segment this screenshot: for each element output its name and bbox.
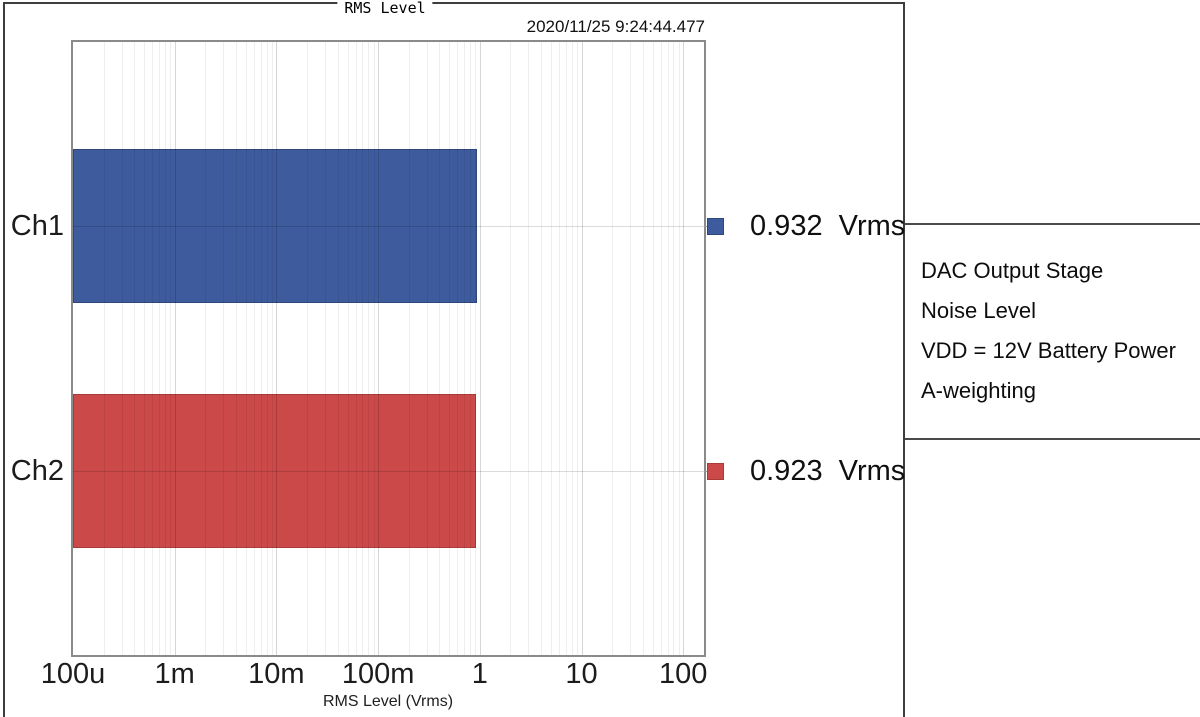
minor-gridline	[510, 42, 512, 655]
minor-gridline	[439, 42, 441, 655]
minor-gridline	[475, 42, 477, 655]
minor-gridline	[652, 42, 654, 655]
minor-gridline	[144, 42, 146, 655]
minor-gridline	[103, 42, 105, 655]
minor-gridline	[373, 42, 375, 655]
major-gridline	[378, 42, 380, 655]
minor-gridline	[528, 42, 530, 655]
annotation-box: DAC Output Stage Noise Level VDD = 12V Bat…	[905, 223, 1200, 440]
x-axis-title: RMS Level (Vrms)	[322, 693, 454, 710]
minor-gridline	[337, 42, 339, 655]
legend-value-ch2: 0.923 Vrms	[750, 455, 906, 487]
timestamp: 2020/11/25 9:24:44.477	[526, 17, 705, 36]
minor-gridline	[576, 42, 578, 655]
minor-gridline	[426, 42, 428, 655]
major-gridline	[479, 42, 481, 655]
graph-title: RMS Level	[337, 0, 433, 16]
category-label-ch2: Ch2	[10, 455, 64, 487]
x-tick-label: 1m	[154, 658, 195, 690]
x-tick-label: 1	[471, 658, 488, 690]
minor-gridline	[260, 42, 262, 655]
legend-marker-ch1	[707, 218, 724, 235]
plot-area	[71, 40, 706, 657]
legend-marker-ch2	[707, 463, 724, 480]
category-label-ch1: Ch1	[10, 210, 64, 242]
minor-gridline	[642, 42, 644, 655]
minor-gridline	[660, 42, 662, 655]
category-gridline	[73, 471, 704, 472]
minor-gridline	[541, 42, 543, 655]
major-gridline	[683, 42, 685, 655]
annotation-text-line: VDD = 12V Battery Power	[921, 338, 1176, 363]
minor-gridline	[235, 42, 237, 655]
minor-gridline	[673, 42, 675, 655]
minor-gridline	[170, 42, 172, 655]
minor-gridline	[253, 42, 255, 655]
minor-gridline	[355, 42, 357, 655]
minor-gridline	[134, 42, 136, 655]
x-tick-label: 10	[565, 658, 598, 690]
minor-gridline	[164, 42, 166, 655]
minor-gridline	[470, 42, 471, 655]
x-tick-label: 10m	[248, 658, 305, 690]
x-tick-label: 100	[658, 658, 708, 690]
minor-gridline	[324, 42, 326, 655]
minor-gridline	[223, 42, 225, 655]
minor-gridline	[152, 42, 154, 655]
minor-gridline	[347, 42, 349, 655]
bar-ch2	[73, 394, 477, 548]
minor-gridline	[245, 42, 247, 655]
minor-gridline	[667, 42, 669, 655]
minor-gridline	[271, 42, 273, 655]
minor-gridline	[550, 42, 552, 655]
major-gridline	[276, 42, 278, 655]
minor-gridline	[362, 42, 364, 655]
minor-gridline	[612, 42, 614, 655]
annotation-text-line: DAC Output Stage	[921, 258, 1104, 283]
minor-gridline	[630, 42, 632, 655]
minor-gridline	[408, 42, 410, 655]
x-tick-label: 100m	[341, 658, 415, 690]
annotation-text-line: Noise Level	[921, 298, 1036, 323]
category-gridline	[73, 226, 704, 227]
minor-gridline	[457, 42, 459, 655]
minor-gridline	[571, 42, 573, 655]
minor-gridline	[464, 42, 466, 655]
annotation-text-line: A-weighting	[921, 378, 1036, 403]
x-tick-label: 100u	[40, 658, 106, 690]
bar-ch1	[73, 149, 477, 303]
minor-gridline	[307, 42, 308, 655]
graph-panel-frame	[3, 2, 905, 717]
minor-gridline	[565, 42, 567, 655]
minor-gridline	[449, 42, 451, 655]
major-gridline	[581, 42, 583, 655]
minor-gridline	[121, 42, 123, 655]
minor-gridline	[559, 42, 560, 655]
minor-gridline	[266, 42, 268, 655]
minor-gridline	[159, 42, 160, 655]
legend-value-ch1: 0.932 Vrms	[750, 210, 906, 242]
minor-gridline	[368, 42, 370, 655]
major-gridline	[174, 42, 176, 655]
minor-gridline	[678, 42, 680, 655]
minor-gridline	[205, 42, 207, 655]
